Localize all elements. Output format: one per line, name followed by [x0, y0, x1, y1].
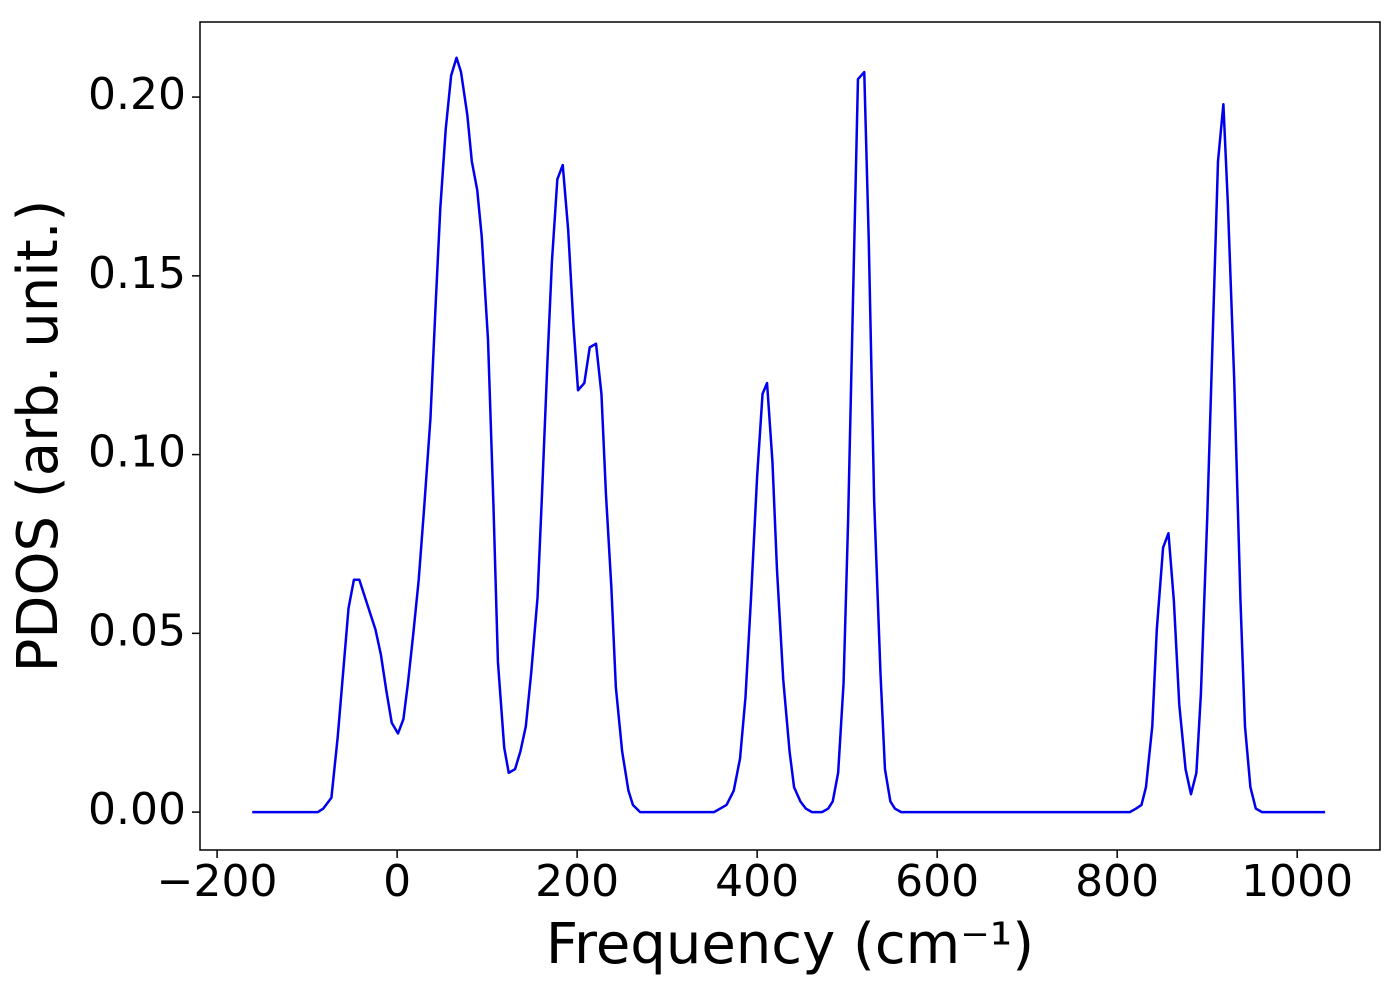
plot-frame	[199, 21, 1381, 851]
y-tick-label: 0.05	[88, 605, 186, 656]
x-tick-label: 0	[383, 856, 411, 907]
y-axis-label: PDOS (arb. unit.)	[6, 200, 71, 673]
x-tick-label: −200	[157, 856, 278, 907]
x-tick-label: 800	[1075, 856, 1159, 907]
y-tick-label: 0.10	[88, 427, 186, 478]
x-tick-label: 400	[715, 856, 799, 907]
y-tick-label: 0.20	[88, 69, 186, 120]
y-tick-label: 0.00	[88, 784, 186, 835]
x-axis-label: Frequency (cm⁻¹)	[546, 912, 1034, 977]
x-tick-label: 200	[535, 856, 619, 907]
x-tick-label: 1000	[1241, 856, 1353, 907]
pdos-line	[252, 56, 1326, 814]
x-tick-label: 600	[895, 856, 979, 907]
y-tick-label: 0.15	[88, 248, 186, 299]
